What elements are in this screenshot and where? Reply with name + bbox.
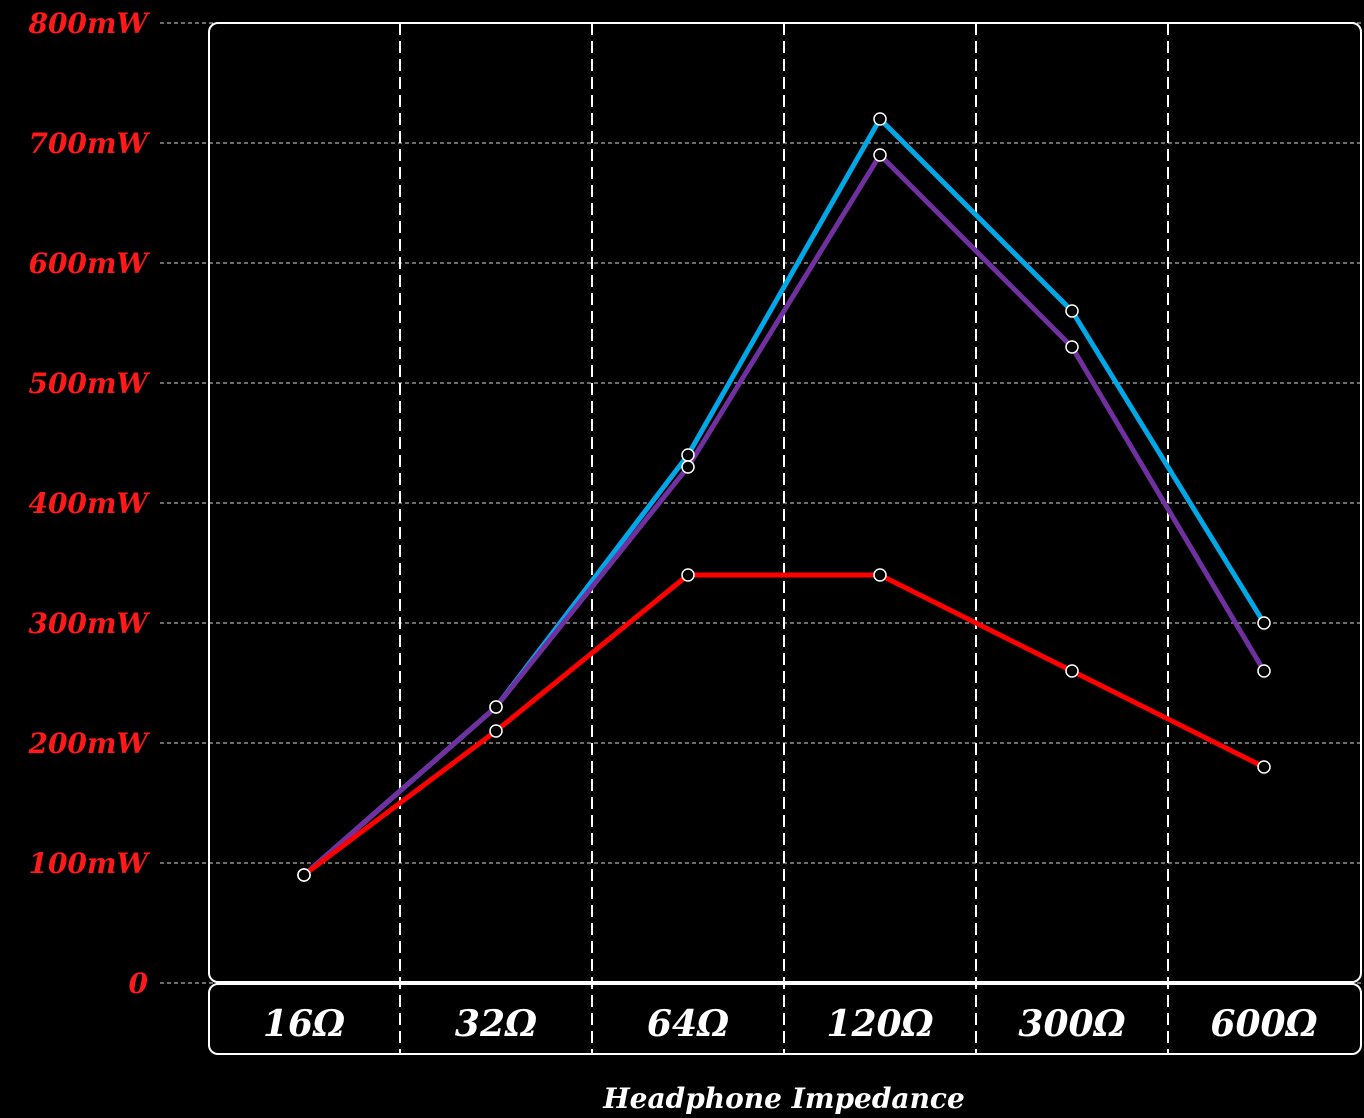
y-tick-label: 800mW	[27, 7, 150, 40]
plot-frame	[208, 22, 1362, 983]
series-line-1	[301, 152, 1267, 878]
x-axis-title: Headphone Impedance	[602, 1082, 965, 1115]
data-point-marker	[1065, 340, 1079, 354]
data-point-marker	[873, 112, 887, 126]
data-point-marker	[681, 448, 695, 462]
series-lines	[301, 116, 1267, 878]
data-point-marker	[1257, 760, 1271, 774]
x-tick-label: 32Ω	[455, 1003, 537, 1045]
y-tick-label: 100mW	[28, 847, 150, 880]
data-point-marker	[297, 868, 311, 882]
x-tick-label: 600Ω	[1210, 1003, 1317, 1045]
y-tick-label: 300mW	[28, 607, 150, 640]
x-tick-label: 64Ω	[647, 1003, 729, 1045]
x-tick-label: 300Ω	[1018, 1003, 1125, 1045]
y-tick-label: 600mW	[28, 247, 150, 280]
data-point-marker	[873, 568, 887, 582]
x-tick-labels: 16Ω 32Ω 64Ω 120Ω 300Ω 600Ω	[263, 1003, 1318, 1045]
data-point-marker	[1065, 304, 1079, 318]
x-tick-label: 120Ω	[826, 1003, 933, 1045]
data-point-marker	[489, 700, 503, 714]
data-point-marker	[681, 460, 695, 474]
y-tick-labels: 0 100mW 200mW 300mW 400mW 500mW 600mW 700mW 800m…	[27, 7, 150, 1000]
series-markers	[297, 112, 1271, 882]
y-tick-label: 700mW	[28, 127, 150, 160]
x-axis-box	[208, 983, 1362, 1055]
x-tick-label: 16Ω	[263, 1003, 345, 1045]
y-tick-label: 500mW	[28, 367, 150, 400]
data-point-marker	[1257, 616, 1271, 630]
vertical-gridlines	[399, 23, 1169, 1054]
data-point-marker	[1065, 664, 1079, 678]
series-line-2	[301, 572, 1267, 878]
y-tick-label: 200mW	[27, 727, 150, 760]
data-point-marker	[1257, 664, 1271, 678]
y-tick-label: 400mW	[28, 487, 150, 520]
data-point-marker	[489, 724, 503, 738]
y-tick-label: 0	[129, 967, 149, 1000]
data-point-marker	[681, 568, 695, 582]
data-point-marker	[873, 148, 887, 162]
